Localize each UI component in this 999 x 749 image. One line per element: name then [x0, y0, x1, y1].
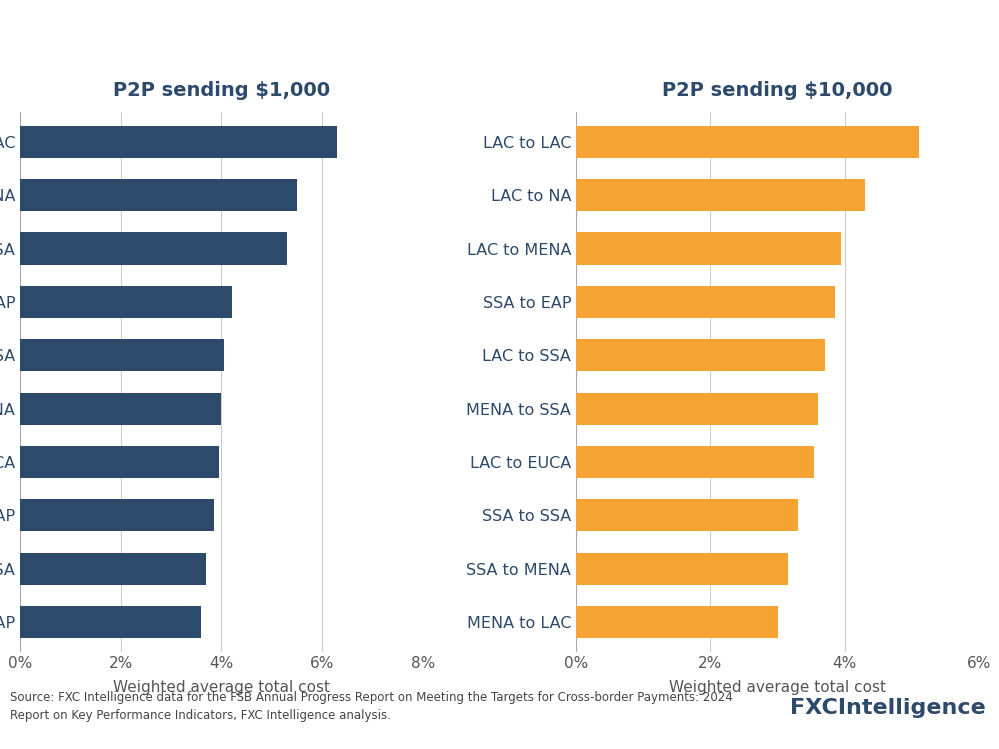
Bar — [576, 500, 797, 532]
Bar — [20, 232, 287, 264]
Bar — [20, 446, 219, 478]
X-axis label: Weighted average total cost: Weighted average total cost — [669, 680, 886, 695]
Bar — [576, 126, 918, 158]
Bar — [576, 339, 824, 372]
Bar — [576, 179, 865, 211]
Bar — [576, 606, 777, 638]
Bar — [576, 446, 814, 478]
Bar — [576, 286, 834, 318]
Title: P2P sending $10,000: P2P sending $10,000 — [662, 81, 893, 100]
Bar — [576, 553, 787, 585]
Bar — [20, 286, 232, 318]
Title: P2P sending $1,000: P2P sending $1,000 — [113, 81, 330, 100]
Bar — [576, 392, 818, 425]
Text: FXC​Intelligence: FXC​Intelligence — [790, 698, 985, 718]
Bar — [20, 392, 222, 425]
Bar — [20, 553, 207, 585]
Bar — [20, 339, 224, 372]
Bar — [20, 126, 338, 158]
Bar — [576, 232, 841, 264]
Bar — [20, 500, 214, 532]
X-axis label: Weighted average total cost: Weighted average total cost — [113, 680, 330, 695]
Text: P2P payments’ most expensive regional corridors in 2024: P2P payments’ most expensive regional co… — [18, 31, 923, 58]
Text: Source: FXC Intelligence data for the FSB Annual Progress Report on Meeting the : Source: FXC Intelligence data for the FS… — [10, 691, 732, 722]
Text: The regional corridors with the highest average cost, by send amount: The regional corridors with the highest … — [18, 74, 648, 92]
Bar — [20, 606, 202, 638]
Bar — [20, 179, 297, 211]
